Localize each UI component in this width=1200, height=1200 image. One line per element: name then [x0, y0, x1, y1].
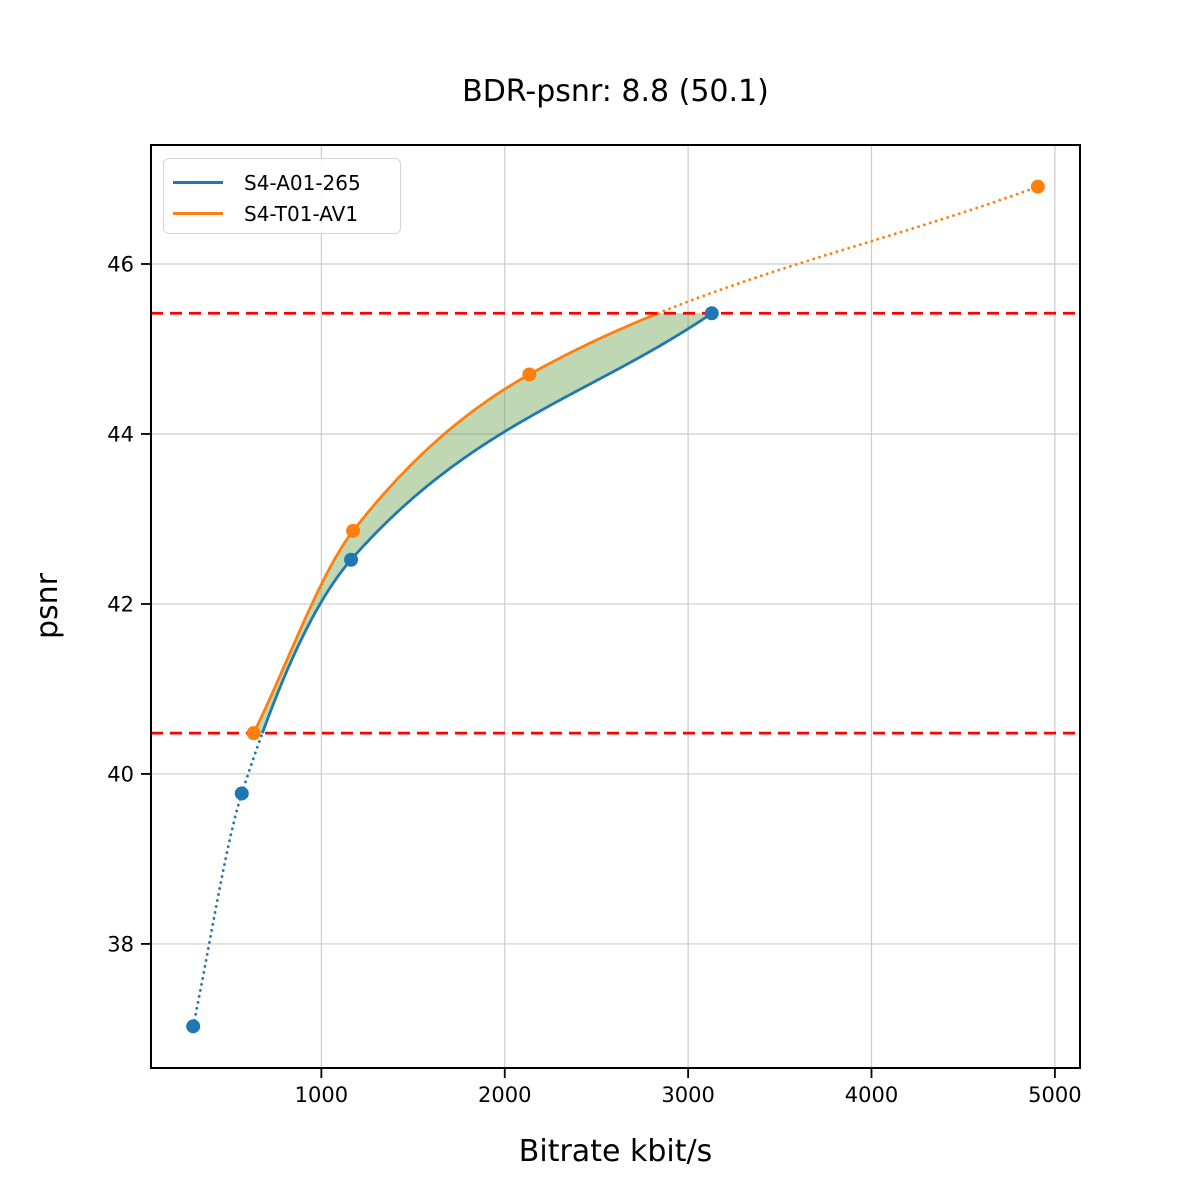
legend-item-label: S4-T01-AV1 — [244, 201, 359, 226]
legend-line-sample-icon — [173, 212, 223, 215]
data-point-marker — [234, 786, 249, 801]
chart-title: BDR-psnr: 8.8 (50.1) — [462, 74, 769, 109]
y-tick-label: 40 — [107, 762, 134, 786]
series-line-S4-A01-265 — [261, 312, 713, 734]
data-point-marker — [346, 523, 361, 538]
series-line-S4-T01-AV1 — [252, 311, 659, 734]
x-tick-label: 3000 — [661, 1083, 714, 1107]
data-point-marker — [246, 726, 261, 741]
y-tick-label: 38 — [107, 932, 134, 956]
x-tick-label: 1000 — [295, 1083, 348, 1107]
x-axis-label: Bitrate kbit/s — [518, 1134, 713, 1169]
y-tick-label: 44 — [107, 422, 134, 446]
bd-area-fill — [253, 313, 712, 734]
legend-line-sample-icon — [173, 181, 223, 184]
data-point-marker — [186, 1019, 201, 1034]
x-tick-label: 4000 — [845, 1083, 898, 1107]
legend-item: S4-T01-AV1 — [173, 198, 400, 229]
legend: S4-A01-265 S4-T01-AV1 — [163, 158, 401, 234]
legend-item-label: S4-A01-265 — [244, 170, 361, 195]
y-tick-label: 42 — [107, 592, 134, 616]
x-tick-label: 2000 — [478, 1083, 531, 1107]
plot-border — [150, 144, 1081, 1069]
data-point-marker — [522, 367, 537, 382]
series-line-dotted-S4-T01-AV1 — [656, 185, 1040, 315]
y-tick-label: 46 — [107, 252, 134, 276]
series-line-dotted-S4-A01-265 — [191, 731, 264, 1028]
data-point-marker — [1030, 179, 1045, 194]
legend-item: S4-A01-265 — [173, 167, 400, 198]
x-tick-label: 5000 — [1028, 1083, 1081, 1107]
data-point-marker — [704, 306, 719, 321]
data-point-marker — [344, 552, 359, 567]
